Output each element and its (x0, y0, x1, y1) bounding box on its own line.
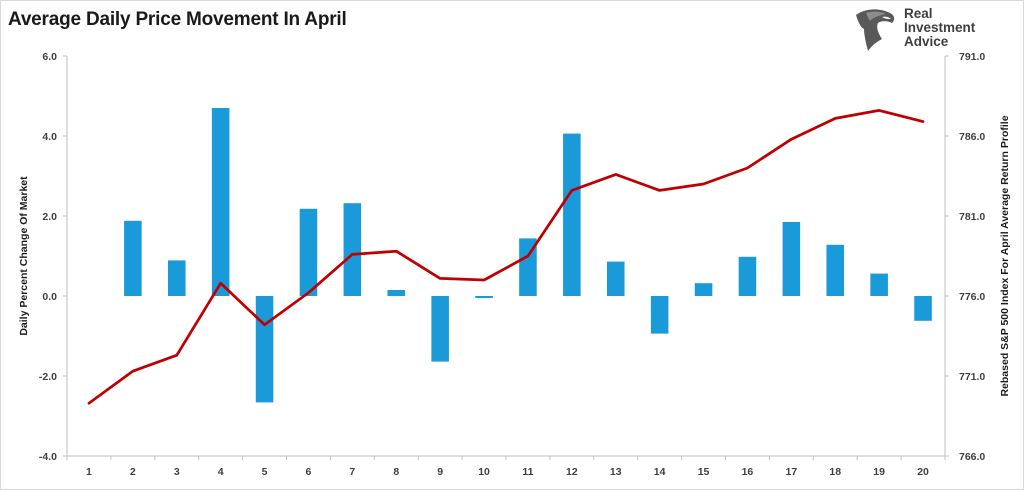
bar (694, 283, 713, 296)
y2-tick-label: 791.0 (959, 51, 985, 63)
x-tick-label: 5 (262, 466, 268, 478)
y-tick-label: 6.0 (42, 51, 57, 63)
logo-wordmark: Real Investment Advice (904, 7, 975, 49)
bar (431, 296, 449, 362)
x-tick-label: 13 (610, 466, 622, 478)
bar (343, 203, 362, 296)
bar (299, 208, 318, 296)
x-tick-label: 1 (86, 466, 92, 478)
y2-tick-label: 776.0 (959, 291, 985, 303)
bar (826, 244, 845, 296)
axes (63, 55, 949, 460)
y-tick-label: 2.0 (42, 211, 57, 223)
x-tick-label: 16 (742, 466, 754, 478)
y2-tick-label: 766.0 (959, 451, 985, 463)
bar-series (124, 108, 932, 403)
x-tick-label: 9 (437, 466, 443, 478)
x-tick-label: 4 (218, 466, 224, 478)
bar (475, 296, 493, 298)
x-tick-label: 14 (654, 466, 666, 478)
x-tick-label: 12 (566, 466, 578, 478)
x-tick-label: 11 (522, 466, 533, 478)
bar (563, 133, 581, 296)
x-tick-label: 19 (873, 466, 885, 478)
y-tick-label: -4.0 (39, 451, 57, 463)
eagle-icon (856, 9, 895, 51)
logo-line-3: Advice (904, 34, 949, 49)
x-tick-label: 3 (174, 466, 180, 478)
bar (387, 290, 406, 296)
bar (738, 256, 757, 296)
bar (650, 296, 669, 334)
logo-line-1: Real (904, 6, 933, 21)
bar (606, 261, 625, 296)
chart-title: Average Daily Price Movement In April (8, 9, 347, 30)
x-tick-label: 10 (478, 466, 490, 478)
y-tick-label: 4.0 (42, 131, 57, 143)
index-line (87, 109, 925, 405)
bar (914, 296, 932, 321)
tick-labels: 6.0 4.0 2.0 0.0 -2.0 -4.0 791.0 786.0 781.0 776.0… (39, 51, 986, 478)
y2-tick-label: 786.0 (959, 131, 985, 143)
y-axis-title: Daily Percent Change Of Market (18, 176, 30, 336)
y-tick-label: -2.0 (39, 371, 57, 383)
company-logo: Real Investment Advice (852, 5, 1012, 53)
bar (167, 260, 186, 296)
bar (255, 296, 274, 403)
x-tick-label: 20 (917, 466, 929, 478)
x-tick-label: 18 (829, 466, 841, 478)
line-series (87, 109, 925, 405)
logo-line-2: Investment (904, 20, 976, 35)
x-tick-label: 17 (786, 466, 798, 478)
y2-axis-title: Rebased S&P 500 Index For April Average … (999, 115, 1011, 396)
x-tick-label: 7 (349, 466, 355, 478)
x-tick-label: 8 (393, 466, 399, 478)
x-tick-label: 15 (698, 466, 710, 478)
bar (211, 108, 230, 296)
bar (519, 238, 537, 296)
y2-tick-label: 771.0 (959, 371, 985, 383)
bar (124, 220, 142, 296)
bar (782, 222, 801, 296)
x-tick-label: 2 (130, 466, 136, 478)
x-tick-label: 6 (306, 466, 312, 478)
bar (870, 273, 888, 296)
y-tick-label: 0.0 (42, 291, 57, 303)
y2-tick-label: 781.0 (959, 211, 985, 223)
